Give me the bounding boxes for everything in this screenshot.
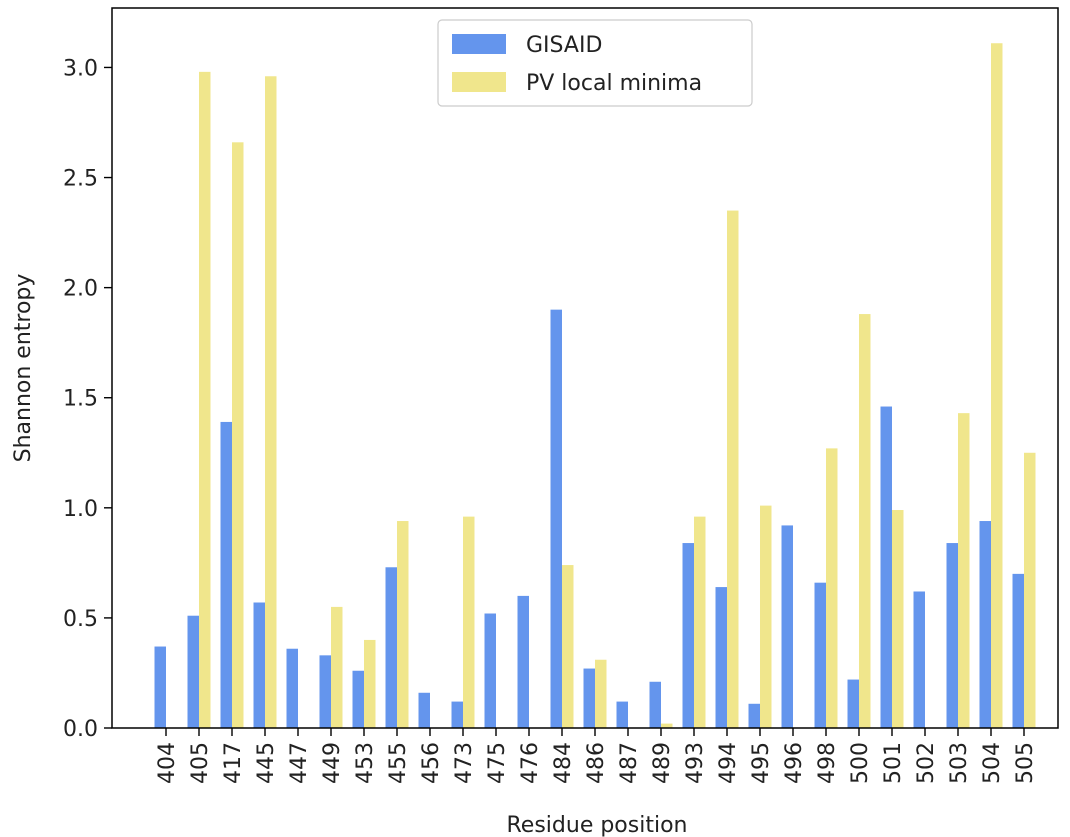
bar-gisaid-487	[616, 701, 628, 728]
x-tick-label: 500	[848, 742, 873, 784]
bar-gisaid-504	[979, 521, 991, 728]
y-tick-label: 0.5	[63, 607, 98, 632]
bar-gisaid-489	[649, 681, 661, 728]
legend-box	[437, 19, 753, 107]
x-tick-label: 449	[320, 742, 345, 784]
bar-gisaid-456	[418, 692, 430, 728]
bar-gisaid-486	[583, 668, 595, 728]
x-tick-label: 494	[716, 742, 741, 784]
bar-gisaid-405	[187, 615, 199, 728]
bar-pv-local-minima-504	[991, 43, 1003, 729]
bar-gisaid-473	[451, 701, 463, 728]
y-tick-label: 0.0	[63, 717, 98, 742]
bar-pv-local-minima-449	[331, 606, 343, 728]
bar-pv-local-minima-473	[463, 516, 475, 728]
y-tick-label: 2.5	[63, 167, 98, 192]
bar-pv-local-minima-495	[760, 505, 772, 728]
y-tick-label: 1.5	[63, 387, 98, 412]
y-tick-label: 1.0	[63, 497, 98, 522]
bar-gisaid-445	[253, 602, 265, 728]
x-tick-label: 496	[782, 742, 807, 784]
bar-gisaid-501	[880, 406, 892, 728]
x-tick-label: 487	[617, 742, 642, 784]
plot-frame	[111, 7, 1059, 729]
x-axis-title: Residue position	[507, 813, 688, 837]
bar-gisaid-503	[946, 543, 958, 728]
bar-gisaid-453	[352, 670, 364, 728]
x-tick-label: 486	[584, 742, 609, 784]
bar-gisaid-502	[913, 591, 925, 728]
x-tick-label: 493	[683, 742, 708, 784]
bar-gisaid-494	[715, 587, 727, 728]
bar-gisaid-449	[319, 655, 331, 728]
bars-group	[154, 43, 1036, 729]
x-tick-label: 498	[815, 742, 840, 784]
bar-gisaid-455	[385, 567, 397, 728]
x-tick-label: 495	[749, 742, 774, 784]
bar-gisaid-496	[781, 525, 793, 728]
bar-pv-local-minima-405	[199, 71, 211, 729]
x-tick-label: 475	[485, 742, 510, 784]
x-tick-label: 417	[221, 742, 246, 784]
x-tick-label: 404	[155, 742, 180, 784]
x-axis: 404 405 417 445 447 449 453 455 456 473 475 476 484 4…	[155, 728, 1038, 784]
x-tick-label: 405	[188, 742, 213, 784]
bar-pv-local-minima-484	[562, 565, 574, 728]
legend-swatch-gisaid	[452, 34, 506, 54]
bar-pv-local-minima-505	[1024, 452, 1036, 728]
x-tick-label: 502	[914, 742, 939, 784]
bar-pv-local-minima-493	[694, 516, 706, 728]
legend-label-pv-local-minima: PV local minima	[526, 71, 702, 96]
bar-gisaid-500	[847, 679, 859, 728]
bar-gisaid-476	[517, 595, 529, 728]
y-axis: 0.0 0.5 1.0 1.5 2.0 2.5 3.0	[63, 56, 112, 742]
x-tick-label: 503	[947, 742, 972, 784]
bar-gisaid-404	[154, 646, 166, 728]
x-tick-label: 504	[980, 742, 1005, 784]
bar-pv-local-minima-500	[859, 314, 871, 728]
y-tick-label: 3.0	[63, 56, 98, 81]
x-tick-label: 476	[518, 742, 543, 784]
x-tick-label: 489	[650, 742, 675, 784]
legend: GISAID PV local minima	[437, 19, 753, 107]
x-tick-label: 473	[452, 742, 477, 784]
bar-pv-local-minima-494	[727, 210, 739, 728]
bar-pv-local-minima-489	[661, 723, 673, 728]
bar-pv-local-minima-503	[958, 413, 970, 728]
x-tick-label: 445	[254, 742, 279, 784]
bar-gisaid-493	[682, 543, 694, 728]
bar-pv-local-minima-501	[892, 510, 904, 728]
bar-gisaid-484	[550, 309, 562, 728]
bar-gisaid-475	[484, 613, 496, 728]
bar-gisaid-495	[748, 703, 760, 728]
bar-pv-local-minima-498	[826, 448, 838, 728]
bar-gisaid-505	[1012, 573, 1024, 728]
x-tick-label: 484	[551, 742, 576, 784]
bar-gisaid-417	[220, 421, 232, 728]
legend-label-gisaid: GISAID	[526, 33, 602, 58]
legend-swatch-pv-local-minima	[452, 72, 506, 92]
x-tick-label: 501	[881, 742, 906, 784]
x-tick-label: 455	[386, 742, 411, 784]
y-tick-label: 2.0	[63, 277, 98, 302]
y-axis-title: Shannon entropy	[11, 274, 36, 463]
bar-pv-local-minima-455	[397, 521, 409, 728]
bar-pv-local-minima-453	[364, 639, 376, 728]
x-tick-label: 453	[353, 742, 378, 784]
bar-gisaid-447	[286, 648, 298, 728]
bar-gisaid-498	[814, 582, 826, 728]
bar-pv-local-minima-417	[232, 142, 244, 728]
x-tick-label: 456	[419, 742, 444, 784]
x-tick-label: 505	[1013, 742, 1038, 784]
bar-pv-local-minima-486	[595, 659, 607, 728]
bar-pv-local-minima-445	[265, 76, 277, 728]
x-tick-label: 447	[287, 742, 312, 784]
